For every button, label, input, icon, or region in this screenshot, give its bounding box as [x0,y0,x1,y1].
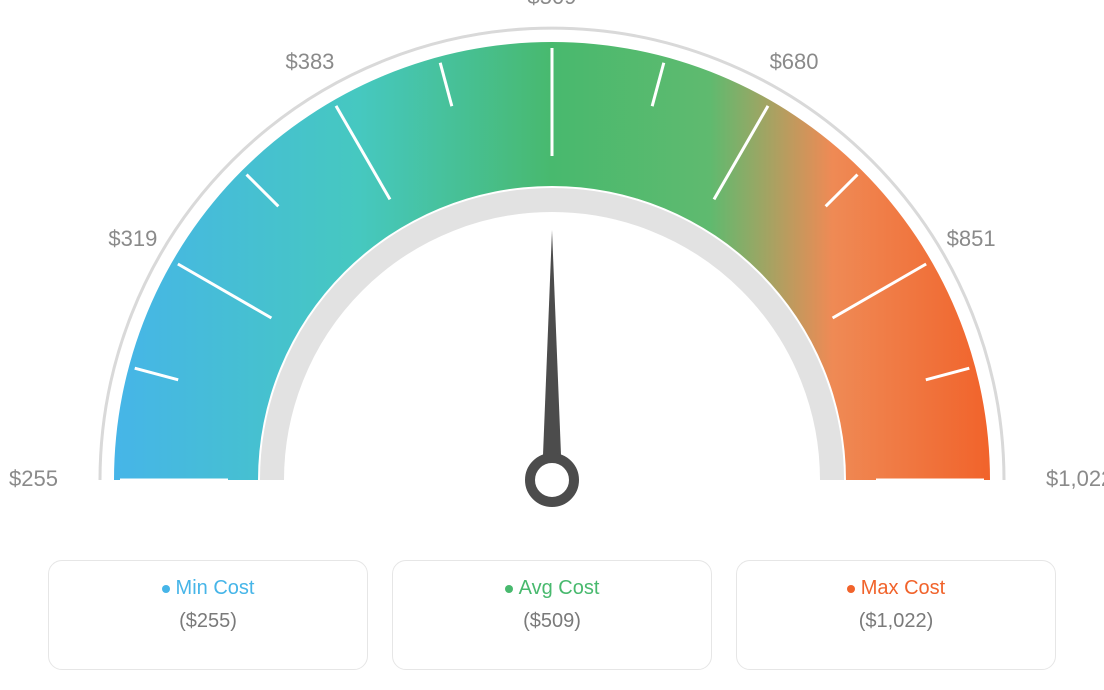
gauge-needle [542,230,562,480]
legend-title-avg: Avg Cost [393,577,711,600]
gauge-svg: $255 $319 $383 $509 $680 $851 $1,022 [0,0,1104,540]
gauge-needle-hub [530,458,574,502]
legend-value-max: ($1,022) [737,610,1055,633]
legend-title-min: Min Cost [49,577,367,600]
legend-value-avg: ($509) [393,610,711,633]
gauge-area: $255 $319 $383 $509 $680 $851 $1,022 [0,0,1104,540]
legend-dot-max [847,585,855,593]
gauge-tick-label: $319 [108,226,157,251]
gauge-tick-label: $851 [947,226,996,251]
gauge-chart-container: $255 $319 $383 $509 $680 $851 $1,022 Min Cost … [0,0,1104,690]
gauge-tick-label: $255 [9,466,58,491]
gauge-tick-label: $509 [528,0,577,9]
legend-label-max: Max Cost [861,577,945,599]
legend-card-max: Max Cost ($1,022) [736,560,1056,670]
legend-card-min: Min Cost ($255) [48,560,368,670]
legend-label-min: Min Cost [176,577,255,599]
legend-dot-min [162,585,170,593]
gauge-tick-label: $383 [285,49,334,74]
legend-row: Min Cost ($255) Avg Cost ($509) Max Cost… [0,560,1104,670]
legend-value-min: ($255) [49,610,367,633]
legend-label-avg: Avg Cost [519,577,600,599]
gauge-tick-label: $680 [770,49,819,74]
gauge-tick-label: $1,022 [1046,466,1104,491]
legend-card-avg: Avg Cost ($509) [392,560,712,670]
legend-dot-avg [505,585,513,593]
legend-title-max: Max Cost [737,577,1055,600]
